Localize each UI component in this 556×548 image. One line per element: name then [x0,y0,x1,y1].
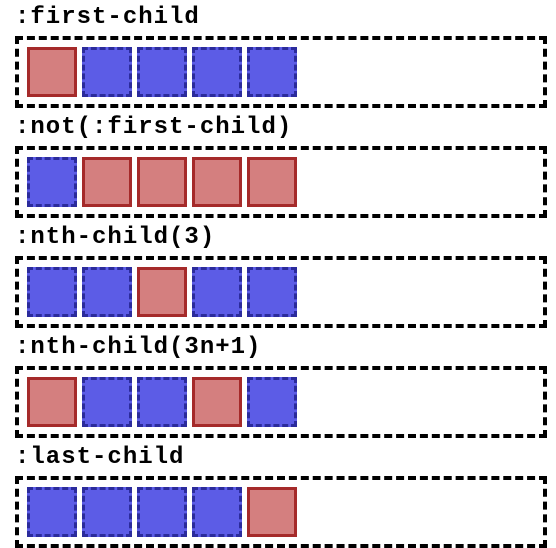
matched-item [137,157,187,207]
selector-label: :nth-child(3n+1) [15,334,262,361]
unmatched-item [27,487,77,537]
selector-label: :nth-child(3) [15,224,216,251]
unmatched-item [192,267,242,317]
matched-item [82,157,132,207]
unmatched-item [82,47,132,97]
matched-item [27,47,77,97]
matched-item [247,157,297,207]
unmatched-item [82,377,132,427]
unmatched-item [247,267,297,317]
unmatched-item [82,487,132,537]
selector-label: :first-child [15,4,200,31]
container [15,366,547,438]
unmatched-item [27,267,77,317]
unmatched-item [137,377,187,427]
matched-item [192,157,242,207]
unmatched-item [192,487,242,537]
matched-item [27,377,77,427]
selector-label: :not(:first-child) [15,114,293,141]
unmatched-item [247,377,297,427]
unmatched-item [137,487,187,537]
matched-item [247,487,297,537]
container [15,476,547,548]
unmatched-item [137,47,187,97]
container [15,36,547,108]
unmatched-item [192,47,242,97]
container [15,146,547,218]
unmatched-item [247,47,297,97]
unmatched-item [27,157,77,207]
page: :first-child :not(:first-child) :nth-child… [15,4,547,548]
container [15,256,547,328]
matched-item [137,267,187,317]
unmatched-item [82,267,132,317]
selector-label: :last-child [15,444,185,471]
matched-item [192,377,242,427]
